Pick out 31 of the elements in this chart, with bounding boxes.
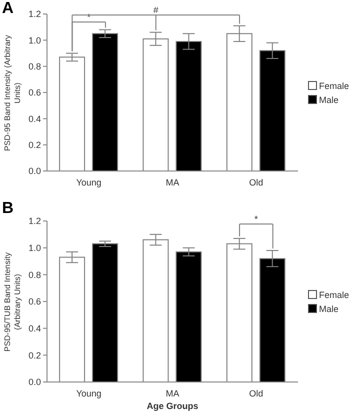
y-tick-label: 1.2 bbox=[28, 216, 41, 226]
legend-label: Male bbox=[319, 304, 339, 314]
y-tick-label: 0.0 bbox=[28, 166, 41, 176]
y-axis-title: PSD-95 Band Intensity (Arbitrary Units) bbox=[3, 34, 23, 152]
text: Female bbox=[319, 80, 350, 90]
y-tick-label: 1.0 bbox=[28, 35, 41, 46]
text: Female bbox=[319, 290, 350, 300]
y-tick-label: 0.6 bbox=[28, 296, 41, 307]
x-tick-label: Old bbox=[249, 388, 264, 398]
x-axis-title: Age Groups bbox=[146, 401, 198, 411]
x-tick-label: Old bbox=[249, 177, 264, 188]
legend-label: Male bbox=[319, 94, 339, 104]
annotation: # bbox=[153, 5, 158, 15]
chart-title: A bbox=[2, 0, 14, 18]
y-tick-label: 1.2 bbox=[28, 9, 41, 20]
chart-title: B bbox=[2, 200, 14, 218]
y-tick-label: 0.0 bbox=[28, 377, 41, 388]
y-tick-label: 0.8 bbox=[28, 270, 41, 280]
y-tick-label: 0.8 bbox=[28, 62, 41, 72]
y-tick-label: 1.0 bbox=[28, 243, 41, 254]
y-tick-label: 0.2 bbox=[28, 350, 41, 360]
x-tick-label: MA bbox=[166, 388, 180, 398]
y-tick-label: 0.2 bbox=[28, 140, 41, 150]
annotation: * bbox=[254, 214, 258, 224]
x-tick-label: Young bbox=[76, 177, 102, 188]
x-tick-label: MA bbox=[166, 177, 180, 188]
y-tick-label: 0.6 bbox=[28, 88, 41, 98]
x-tick-label: Young bbox=[76, 388, 102, 398]
y-axis-title: PSD-95/TUB Band Intensity (Arbitrary Units) bbox=[3, 250, 23, 354]
y-tick-label: 0.4 bbox=[28, 324, 41, 334]
y-tick-label: 0.4 bbox=[28, 114, 41, 124]
